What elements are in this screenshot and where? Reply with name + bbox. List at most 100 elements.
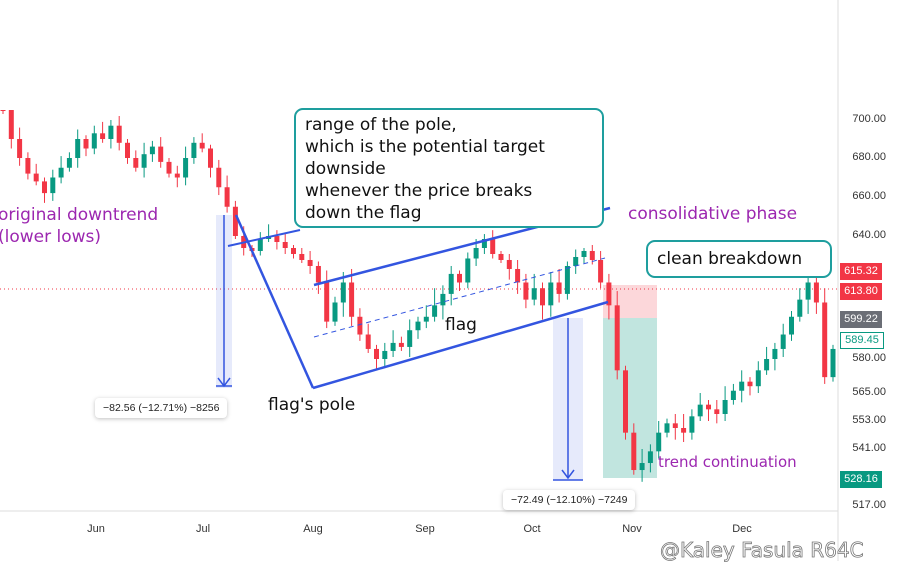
candle-body [506,259,512,269]
price-tick: 660.00 [852,190,886,202]
arrow-head-icon [561,469,575,480]
candle-body [830,348,836,378]
candle-body [772,348,778,359]
candle-body [382,350,388,359]
candle-body [315,265,321,283]
target-zone [603,318,657,478]
candle-body [556,282,562,294]
candle-body [805,282,811,300]
month-tick: Nov [622,523,642,535]
price-badge: 528.16 [840,471,882,488]
price-tick: 680.00 [852,151,886,163]
candle-body [730,390,736,400]
flag-label: flag [445,315,477,335]
candle-body [208,148,213,168]
candle-body [17,139,23,158]
callout-line: range of the pole, [305,115,457,135]
candle-body [282,241,288,248]
candle-body [656,432,662,452]
month-tick: Oct [523,523,541,535]
candle-body [75,139,81,158]
candle-body [440,293,446,306]
lower-lows-label: (lower lows) [0,227,102,247]
measure-label-breakdown: −72.49 (−12.10%) −7249 [503,490,636,510]
candle-body [307,259,313,266]
candle-body [822,302,828,378]
candle-body [423,316,429,322]
candle-body [166,161,172,174]
candle-body [0,110,6,111]
candle-body [216,167,222,188]
candle-body [91,133,97,149]
candle-body [548,282,554,306]
clean-breakdown-callout: clean breakdown [646,240,832,278]
price-tick: 553.00 [852,414,886,426]
callout-line: which is the potential target [305,137,545,157]
flag-lower-trendline [312,300,609,390]
candle-body [515,268,521,283]
candle-body [58,167,64,178]
candle-body [257,238,263,251]
candle-body [639,463,645,471]
price-tick: 580.00 [852,352,886,364]
month-tick: Jun [87,523,105,535]
candle-body [631,432,637,471]
candle-body [797,299,803,317]
candle-body [457,273,462,283]
candle-body [689,416,695,433]
candle-body [149,146,155,155]
candle-body [42,181,47,194]
candle-body [174,173,180,178]
price-tick: 640.00 [852,229,886,241]
candle-body [490,238,496,254]
price-tick: 517.00 [852,499,886,511]
candle-body [66,158,72,168]
candle-body [540,288,545,306]
candle-body [481,238,487,248]
candle-body [332,302,338,322]
candle-body [133,158,139,168]
callout-line: downside [305,159,386,179]
price-tick: 541.00 [852,442,886,454]
candle-body [183,158,189,178]
month-tick: Jul [195,523,211,535]
candle-body [191,142,197,158]
candle-body [407,330,413,347]
candle-body [747,381,753,387]
candle-body [8,110,14,139]
candle-body [780,334,786,349]
consolidative-phase-label: consolidative phase [628,204,798,224]
candle-body [33,173,39,182]
candle-body [158,146,164,162]
candle-body [697,404,703,417]
candle-body [116,125,122,143]
candle-body [224,187,230,207]
candle-body [722,400,728,414]
candle-body [349,282,355,317]
candle-body [232,206,238,236]
candle-body [647,451,653,464]
candle-body [448,273,454,294]
candle-body [739,381,745,391]
candle-body [199,142,205,149]
candle-body [299,253,305,260]
stop-zone [603,285,657,318]
candle-body [432,305,438,317]
candle-body [714,409,720,414]
candle-body [398,342,404,347]
candle-body [50,177,56,194]
candle-body [340,282,346,303]
candle-body [523,282,529,300]
candle-body [365,334,371,349]
candle-body [473,247,479,259]
candle-body [108,125,114,139]
candle-body [125,142,130,158]
flags-pole-label: flag's pole [268,395,356,415]
candle-body [581,250,587,257]
arrow-head-icon [217,377,231,388]
measure-label-pole: −82.56 (−12.71%) −8256 [95,398,228,418]
price-badge: 615.32 [840,263,882,280]
month-tick: Dec [732,523,752,535]
candle-body [531,288,537,300]
